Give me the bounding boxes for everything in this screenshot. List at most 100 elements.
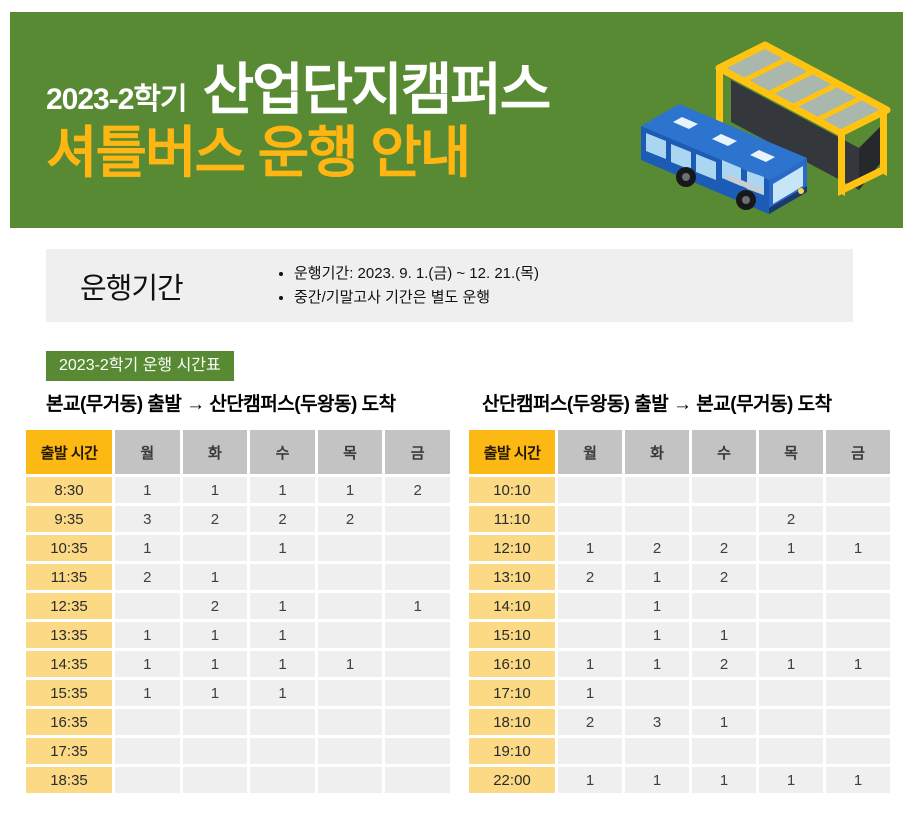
time-cell: 17:10 [469, 680, 555, 706]
bus-count-cell [692, 506, 756, 532]
bus-count-cell [558, 622, 622, 648]
bus-count-cell [558, 738, 622, 764]
bus-count-cell: 2 [385, 477, 450, 503]
schedule-row: 10:10 [469, 477, 890, 503]
bus-count-cell [759, 593, 823, 619]
time-cell: 10:10 [469, 477, 555, 503]
bus-count-cell [625, 506, 689, 532]
schedule-table-body: 8:30 1 1 1 1 2 9:35 3 2 2 2 10:35 1 1 11:35 2 1 12:35 2 1 1 1… [26, 477, 450, 793]
bus-count-cell: 3 [115, 506, 180, 532]
bus-count-cell: 2 [625, 535, 689, 561]
bus-count-cell [317, 535, 383, 561]
bus-count-cell: 1 [558, 651, 622, 677]
bus-count-cell [692, 477, 756, 503]
bus-count-cell [385, 709, 450, 735]
schedule-row: 11:10 2 [469, 506, 890, 532]
bus-count-cell: 1 [625, 622, 689, 648]
schedule-row: 19:10 [469, 738, 890, 764]
bus-count-cell: 1 [250, 535, 315, 561]
time-cell: 19:10 [469, 738, 555, 764]
day-header-cell: 목 [759, 430, 823, 474]
bus-count-cell [625, 738, 689, 764]
bus-count-cell: 1 [182, 680, 248, 706]
schedule-row: 11:35 2 1 [26, 564, 450, 590]
bus-count-cell: 1 [182, 622, 248, 648]
time-cell: 16:10 [469, 651, 555, 677]
schedule-row: 14:10 1 [469, 593, 890, 619]
bus-count-cell [115, 593, 180, 619]
bus-count-cell [317, 738, 383, 764]
bus-count-cell [692, 738, 756, 764]
bus-count-cell [759, 709, 823, 735]
bus-count-cell: 1 [250, 651, 315, 677]
bus-count-cell [385, 767, 450, 793]
bus-count-cell: 2 [692, 651, 756, 677]
hero-subtitle: 셔틀버스 운행 안내 [46, 121, 471, 184]
bus-count-cell: 1 [692, 767, 756, 793]
hero-semester-label: 2023-2학기 [46, 83, 188, 116]
bus-count-cell: 2 [182, 506, 248, 532]
bus-shelter-icon [715, 41, 891, 196]
schedule-row: 18:35 [26, 767, 450, 793]
time-cell: 13:10 [469, 564, 555, 590]
bus-count-cell [759, 477, 823, 503]
schedule-table-head: 출발 시간 월 화 수 목 금 [26, 430, 450, 474]
bus-count-cell: 2 [692, 535, 756, 561]
bus-count-cell [826, 680, 890, 706]
bus-count-cell: 1 [826, 535, 890, 561]
bus-count-cell [250, 709, 315, 735]
bus-count-cell [385, 564, 450, 590]
bus-count-cell: 1 [826, 767, 890, 793]
bus-count-cell: 1 [115, 535, 180, 561]
schedule-row: 9:35 3 2 2 2 [26, 506, 450, 532]
bus-count-cell: 1 [115, 622, 180, 648]
bus-count-cell: 1 [182, 477, 248, 503]
bus-count-cell: 1 [625, 593, 689, 619]
bus-count-cell [182, 738, 248, 764]
bus-count-cell [558, 593, 622, 619]
bus-count-cell: 2 [182, 593, 248, 619]
day-header-cell: 금 [826, 430, 890, 474]
time-cell: 16:35 [26, 709, 112, 735]
schedule-row: 17:10 1 [469, 680, 890, 706]
day-header-cell: 화 [625, 430, 689, 474]
bus-count-cell: 1 [625, 651, 689, 677]
time-cell: 15:10 [469, 622, 555, 648]
bus-count-cell: 1 [115, 477, 180, 503]
bus-count-cell [385, 738, 450, 764]
bus-count-cell [759, 564, 823, 590]
bus-count-cell [692, 680, 756, 706]
bus-count-cell [558, 477, 622, 503]
bus-count-cell [759, 680, 823, 706]
bus-count-cell [826, 477, 890, 503]
time-cell: 9:35 [26, 506, 112, 532]
bus-count-cell: 1 [317, 651, 383, 677]
schedule-row: 13:10 2 1 2 [469, 564, 890, 590]
schedule-row: 18:10 2 3 1 [469, 709, 890, 735]
schedule-row: 22:00 1 1 1 1 1 [469, 767, 890, 793]
day-header-cell: 화 [182, 430, 248, 474]
bus-count-cell [115, 767, 180, 793]
bus-count-cell [115, 738, 180, 764]
time-cell: 13:35 [26, 622, 112, 648]
bus-count-cell: 1 [250, 622, 315, 648]
bus-count-cell: 2 [759, 506, 823, 532]
time-cell: 22:00 [469, 767, 555, 793]
operation-period-bullet: 운행기간: 2023. 9. 1.(금) ~ 12. 21.(목) [294, 262, 539, 286]
time-cell: 11:10 [469, 506, 555, 532]
day-header-cell: 수 [692, 430, 756, 474]
bus-count-cell: 2 [115, 564, 180, 590]
bus-count-cell [385, 535, 450, 561]
bus-count-cell: 1 [759, 651, 823, 677]
bus-count-cell [385, 622, 450, 648]
bus-count-cell: 1 [182, 564, 248, 590]
bus-count-cell [115, 709, 180, 735]
bus-count-cell: 1 [625, 767, 689, 793]
time-cell: 10:35 [26, 535, 112, 561]
bus-count-cell [385, 680, 450, 706]
bus-count-cell [385, 651, 450, 677]
bus-count-cell [826, 709, 890, 735]
bus-stop-illustration-icon [641, 41, 891, 214]
bus-count-cell: 2 [317, 506, 383, 532]
time-cell: 18:10 [469, 709, 555, 735]
